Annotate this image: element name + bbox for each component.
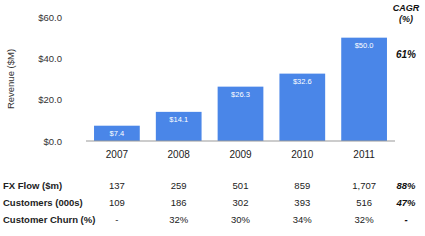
table-cell: 302 — [233, 197, 249, 208]
table-cell: 259 — [171, 180, 187, 191]
x-tick-label: 2009 — [229, 149, 252, 160]
data-label: $26.3 — [231, 90, 250, 99]
data-label: $7.4 — [110, 129, 125, 138]
y-tick-label: $0.0 — [44, 136, 63, 147]
bar — [279, 74, 325, 141]
cagr-header: CAGR (%) — [388, 3, 424, 25]
bar — [218, 87, 264, 141]
table-cell: 137 — [109, 180, 125, 191]
table-cell: 34% — [293, 214, 313, 225]
chart-svg: $0.0 $20.0 $40.0 $60.0 Revenue ($M) $7.4 $14.1… — [0, 0, 425, 236]
bars — [94, 38, 387, 141]
table-cell: 186 — [171, 197, 187, 208]
y-axis-label: Revenue ($M) — [5, 49, 16, 109]
bar — [94, 126, 140, 141]
table-cell: 32% — [355, 214, 375, 225]
y-tick-label: $40.0 — [38, 53, 62, 64]
row-label: Customers (000s) — [3, 197, 83, 208]
page: {"chart_data": {"type": "bar", "y_label"… — [0, 0, 425, 236]
x-tick-label: 2008 — [168, 149, 191, 160]
bar — [156, 112, 202, 141]
annotation: 61% — [396, 49, 416, 60]
data-label: $14.1 — [169, 115, 188, 124]
data-label: $50.0 — [355, 41, 374, 50]
table-cell: 393 — [294, 197, 310, 208]
x-tick-label: 2007 — [106, 149, 129, 160]
cagr-cell: - — [404, 214, 407, 225]
table-cell: 859 — [294, 180, 310, 191]
cagr-cell: 88% — [396, 180, 416, 191]
data-label: $32.6 — [293, 77, 312, 86]
table-cell: 30% — [231, 214, 251, 225]
table-cell: 501 — [233, 180, 249, 191]
table-cell: 109 — [109, 197, 125, 208]
table-cell: 516 — [356, 197, 372, 208]
x-tick-label: 2011 — [353, 149, 375, 160]
cagr-cell: 47% — [395, 197, 416, 208]
x-tick-label: 2010 — [291, 149, 314, 160]
table-cell: 32% — [169, 214, 189, 225]
x-axis-line — [86, 141, 395, 142]
bar — [341, 38, 387, 141]
y-tick-label: $60.0 — [38, 12, 62, 23]
table-cell: 1,707 — [352, 180, 376, 191]
row-label: FX Flow ($m) — [3, 180, 62, 191]
row-label: Customer Churn (%) — [3, 214, 95, 225]
table-cell: - — [115, 214, 118, 225]
y-tick-label: $20.0 — [38, 94, 62, 105]
